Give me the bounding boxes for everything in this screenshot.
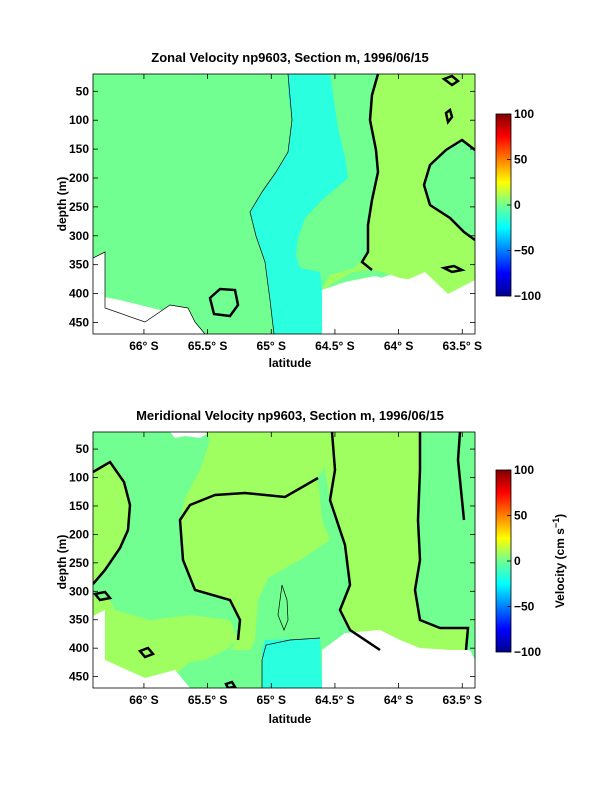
x-tick-label: 65° S	[257, 693, 286, 707]
x-tick-label: 64.5° S	[315, 339, 355, 353]
contour-line-zero	[360, 74, 380, 271]
contour-region-lightgreen-center	[180, 432, 332, 520]
contour-line-small-loop-1	[93, 590, 113, 602]
y-tick-label: 400	[69, 287, 89, 301]
plot-frame	[92, 431, 476, 689]
contour-line-small-loop-4	[440, 264, 466, 274]
y-tick-label: 400	[69, 641, 89, 655]
y-tick-label: 150	[69, 499, 89, 513]
contour-region-cyan	[250, 74, 348, 334]
contour-region-lightgreen-center-2	[180, 478, 330, 650]
colorbar-tick-label: 100	[514, 463, 534, 477]
y-axis-label: depth (m)	[55, 177, 69, 232]
contour-line-thin-spike	[277, 584, 289, 631]
contour-line-west	[93, 460, 132, 585]
colorbar-tick-label: −100	[514, 645, 541, 659]
colorbar-tick-label: 50	[514, 153, 528, 167]
y-tick-label: 150	[69, 142, 89, 156]
y-tick-label: 50	[76, 84, 90, 98]
y-axis: 50 100 150 200 250 300 350 400 450	[69, 442, 475, 684]
x-tick-label: 63.5° S	[443, 693, 483, 707]
colorbar-label-end: )	[553, 514, 567, 518]
colorbar-tick-label: 50	[514, 509, 528, 523]
colorbar-tick-label: 0	[514, 554, 521, 568]
missing-data-bottom-right	[322, 272, 475, 334]
contour-field	[93, 432, 475, 688]
missing-data-bottom-left	[93, 252, 205, 334]
y-tick-label: 250	[69, 556, 89, 570]
x-tick-label: 66° S	[129, 693, 158, 707]
y-tick-label: 200	[69, 527, 89, 541]
y-tick-label: 100	[69, 471, 89, 485]
contour-line-small-loop-3	[444, 107, 454, 125]
plot-frame	[92, 73, 476, 335]
y-axis-label: depth (m)	[55, 535, 69, 590]
y-tick-label: 300	[69, 584, 89, 598]
colorbar-ticks: 100 50 0 −50 −100	[507, 463, 541, 659]
contour-region-lightgreen-west	[93, 460, 238, 688]
colorbar-label-exponent: −1	[551, 518, 561, 528]
contour-line-small-loop-2	[137, 646, 156, 659]
contour-region-cyan	[262, 638, 322, 688]
y-tick-label: 300	[69, 229, 89, 243]
x-tick-label: 63.5° S	[443, 339, 483, 353]
contour-line-thin-edge	[249, 74, 293, 334]
contour-field	[93, 74, 475, 334]
contour-line-zero-pocket	[422, 138, 475, 242]
x-tick-label: 64.5° S	[315, 693, 355, 707]
contour-region-pocket	[424, 140, 475, 240]
missing-data-bottom-right	[322, 630, 475, 688]
colorbar-tick-label: 100	[514, 107, 534, 121]
chart-title: Meridional Velocity np9603, Section m, 1…	[136, 408, 444, 423]
y-tick-label: 350	[69, 258, 89, 272]
colorbar-label-text: Velocity (cm s	[553, 528, 567, 608]
y-tick-label: 50	[76, 442, 90, 456]
y-tick-label: 250	[69, 200, 89, 214]
x-tick-label: 65.5° S	[188, 339, 228, 353]
x-tick-label: 66° S	[129, 339, 158, 353]
x-tick-label: 65.5° S	[188, 693, 228, 707]
colorbar-tick-label: 0	[514, 198, 521, 212]
contour-line-center	[178, 476, 319, 641]
chart-title: Zonal Velocity np9603, Section m, 1996/0…	[151, 50, 428, 65]
y-tick-label: 200	[69, 171, 89, 185]
x-tick-label: 64° S	[384, 693, 413, 707]
contour-line-east-2	[413, 432, 470, 651]
x-tick-label: 65° S	[257, 339, 286, 353]
x-axis-label: latitude	[269, 712, 312, 726]
missing-data-top	[170, 432, 210, 438]
meridional-velocity-chart: Meridional Velocity np9603, Section m, 1…	[55, 408, 567, 726]
colorbar-label: Velocity (cm s−1)	[551, 514, 567, 608]
contour-line-small-loop-2	[441, 74, 461, 87]
y-axis: 50 100 150 200 250 300 350 400 450	[69, 84, 475, 329]
contour-region-lightgreen	[322, 74, 475, 296]
x-axis-label: latitude	[269, 356, 312, 370]
contour-region-lightgreen-east	[325, 432, 468, 650]
contour-line-small-loop-3	[224, 680, 238, 688]
y-tick-label: 100	[69, 113, 89, 127]
contour-line-east-3	[456, 432, 466, 521]
y-tick-label: 450	[69, 670, 89, 684]
missing-data-bottom-left	[93, 610, 190, 688]
colorbar-tick-label: −50	[514, 600, 535, 614]
zonal-velocity-chart: Zonal Velocity np9603, Section m, 1996/0…	[55, 50, 541, 370]
contour-line-thin-deep	[261, 637, 321, 688]
contour-line-small-loop-1	[208, 287, 240, 318]
x-tick-label: 64° S	[384, 339, 413, 353]
x-axis: 66° S 65.5° S 65° S 64.5° S 64° S 63.5° S	[129, 432, 482, 707]
colorbar-tick-label: −100	[514, 289, 541, 303]
missing-data-edge	[93, 251, 206, 334]
y-tick-label: 450	[69, 315, 89, 329]
colorbar-ticks: 100 50 0 −50 −100	[507, 107, 541, 303]
contour-line-east-1	[328, 432, 381, 652]
y-tick-label: 350	[69, 613, 89, 627]
colorbar-tick-label: −50	[514, 244, 535, 258]
x-axis: 66° S 65.5° S 65° S 64.5° S 64° S 63.5° S	[129, 74, 482, 353]
